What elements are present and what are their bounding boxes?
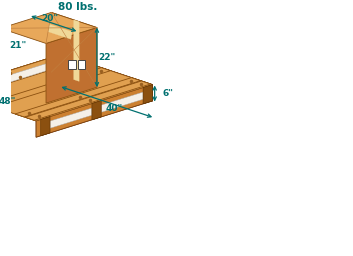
Polygon shape (1, 70, 10, 90)
Polygon shape (143, 85, 152, 104)
Text: 40": 40" (106, 104, 123, 113)
Polygon shape (10, 62, 52, 82)
Polygon shape (50, 108, 92, 128)
Polygon shape (0, 54, 152, 121)
Text: 21": 21" (10, 41, 27, 50)
Text: 6": 6" (163, 89, 174, 98)
Polygon shape (51, 13, 97, 87)
Polygon shape (48, 24, 72, 39)
FancyBboxPatch shape (78, 60, 85, 69)
Polygon shape (15, 78, 140, 117)
Polygon shape (1, 70, 10, 90)
Polygon shape (0, 78, 1, 98)
Polygon shape (92, 101, 101, 120)
Polygon shape (142, 81, 151, 85)
Polygon shape (0, 68, 110, 107)
FancyBboxPatch shape (68, 60, 76, 69)
Text: 80 lbs.: 80 lbs. (58, 2, 97, 12)
Polygon shape (41, 116, 50, 136)
Polygon shape (74, 20, 79, 81)
Text: 22": 22" (98, 53, 115, 62)
Polygon shape (92, 101, 101, 120)
Polygon shape (46, 28, 97, 103)
Polygon shape (36, 85, 152, 137)
Polygon shape (0, 54, 152, 121)
Polygon shape (36, 85, 152, 137)
Text: 48": 48" (0, 97, 16, 105)
Polygon shape (0, 78, 1, 98)
Polygon shape (101, 68, 110, 72)
Polygon shape (0, 58, 80, 97)
Polygon shape (10, 62, 52, 82)
Polygon shape (0, 68, 110, 107)
Polygon shape (61, 54, 152, 101)
Polygon shape (15, 78, 140, 117)
Polygon shape (61, 54, 152, 101)
Polygon shape (71, 58, 80, 62)
Polygon shape (25, 81, 151, 120)
Polygon shape (0, 58, 80, 97)
Polygon shape (143, 85, 152, 104)
Polygon shape (52, 54, 61, 73)
Polygon shape (101, 92, 143, 112)
Polygon shape (131, 78, 140, 82)
Polygon shape (41, 116, 50, 136)
Polygon shape (0, 54, 70, 94)
Polygon shape (52, 54, 61, 73)
Polygon shape (61, 54, 70, 59)
Polygon shape (25, 81, 151, 120)
Text: 20": 20" (41, 14, 59, 23)
Polygon shape (0, 13, 97, 44)
Polygon shape (0, 54, 70, 94)
